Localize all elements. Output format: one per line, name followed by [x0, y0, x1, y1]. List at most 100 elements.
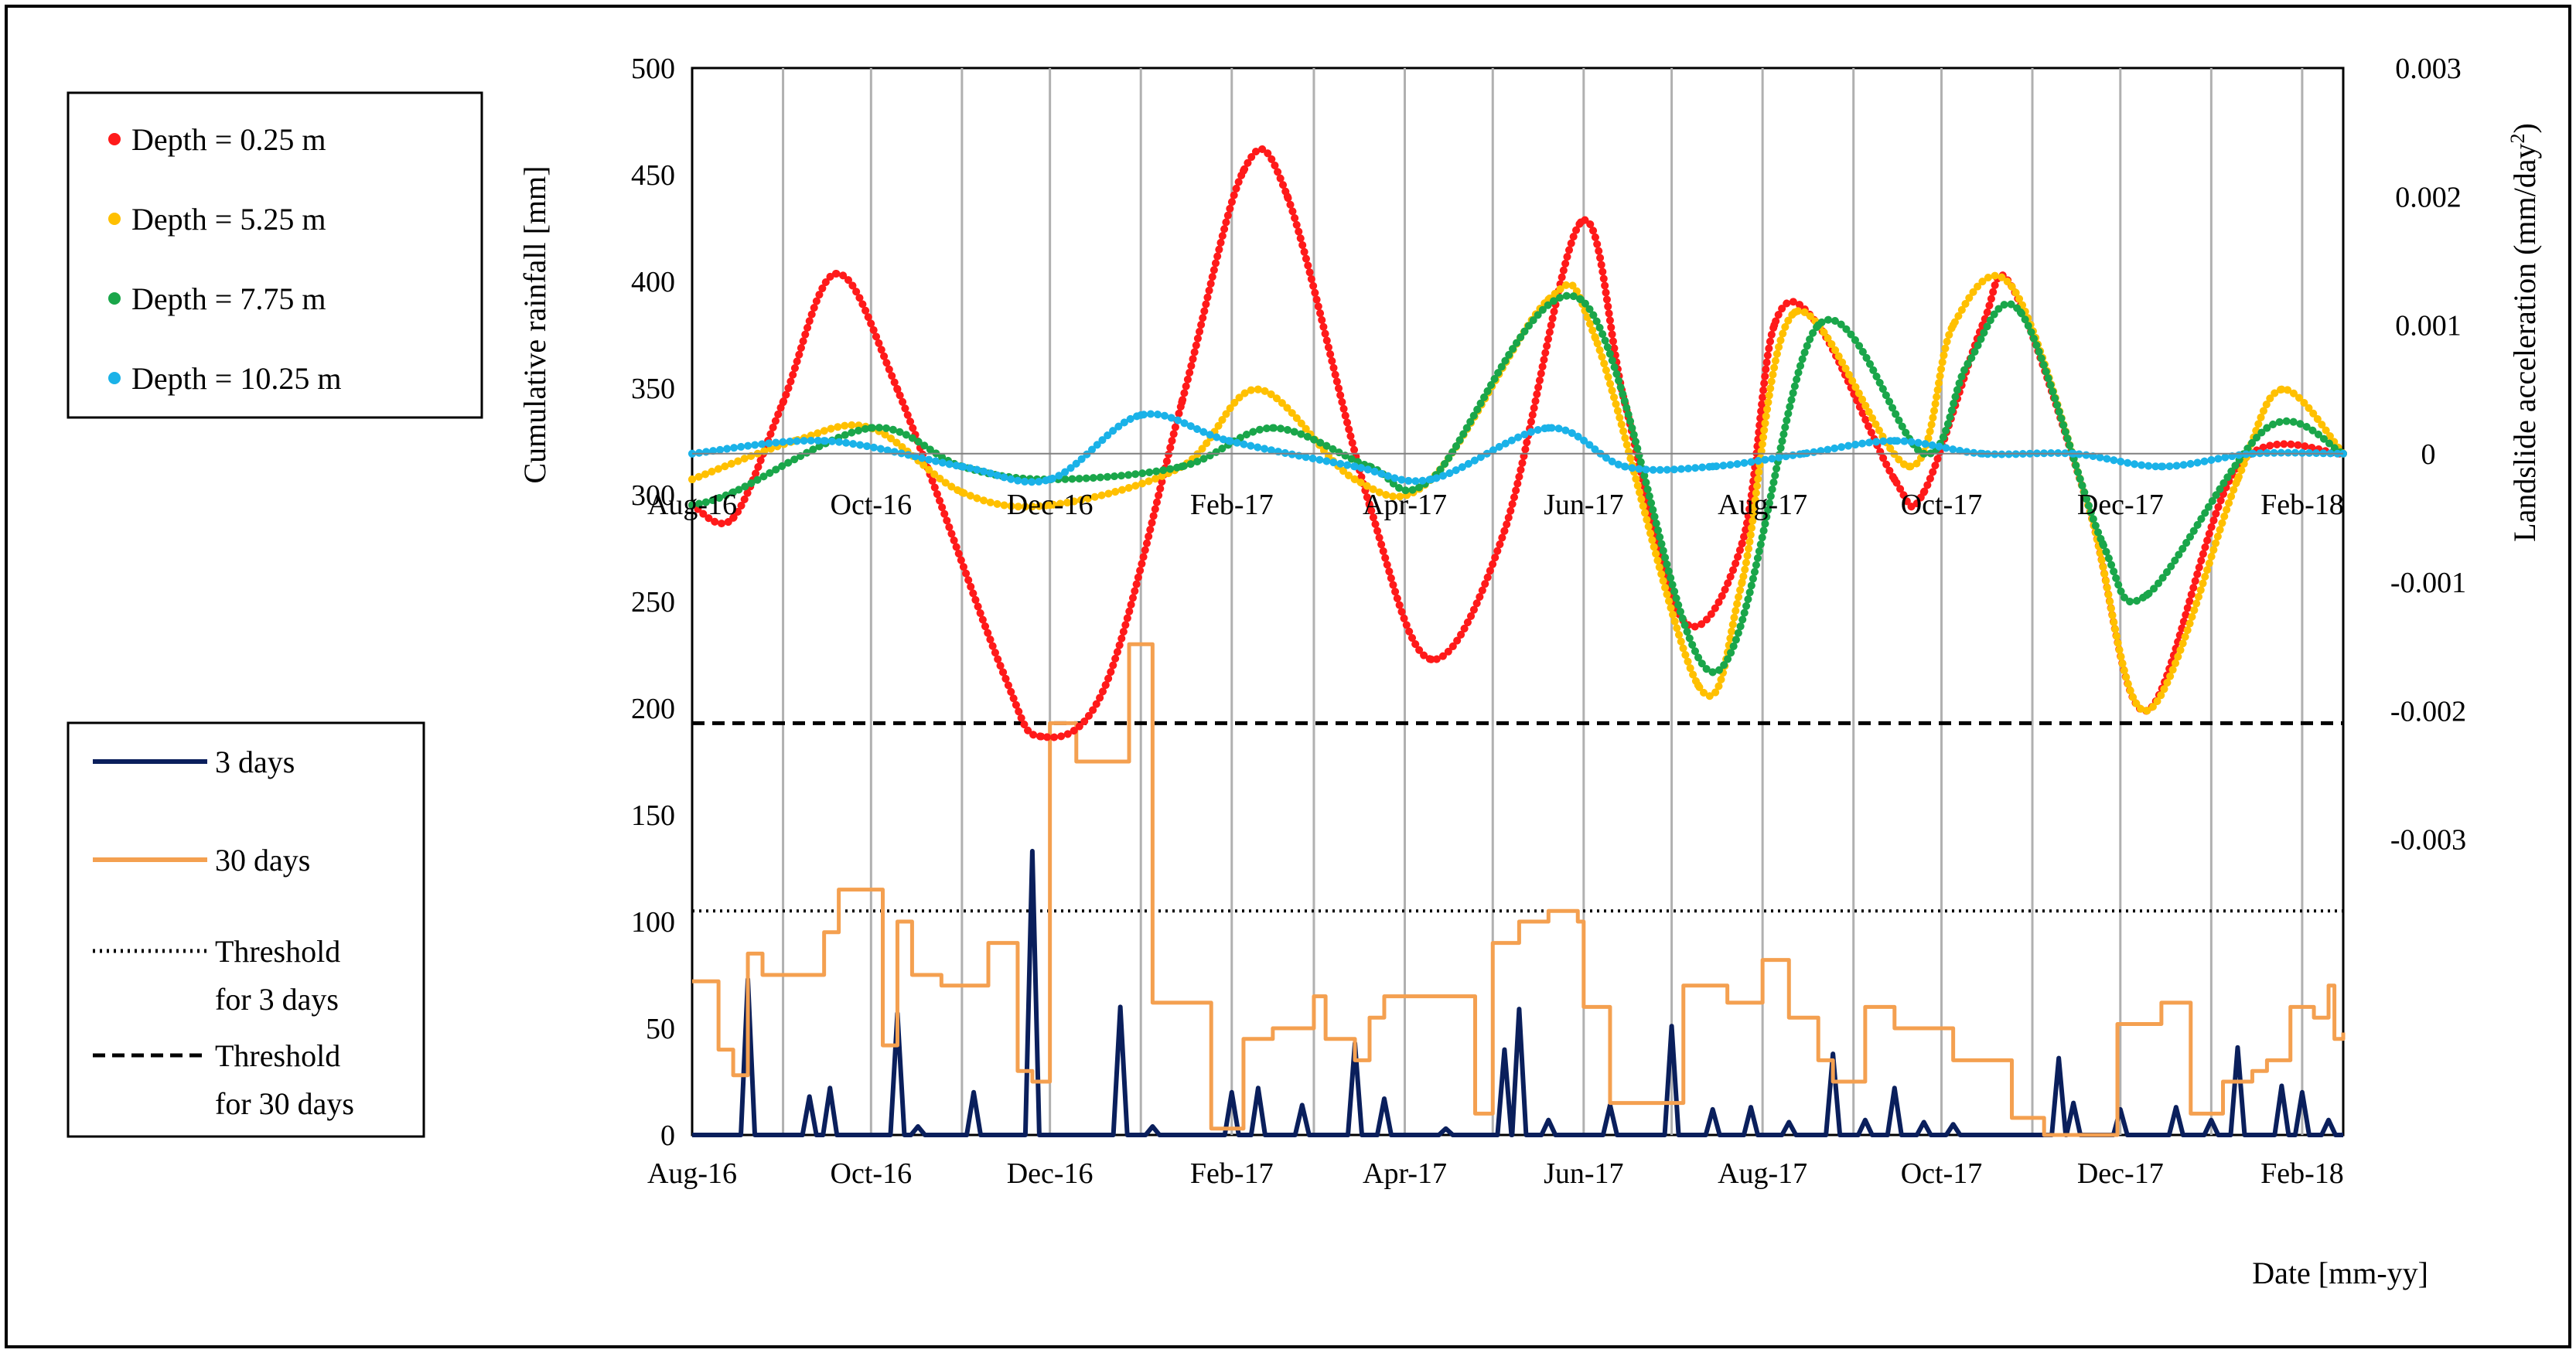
acceleration-point — [1890, 437, 1899, 445]
right-axis-title: Landslide acceleration (mm/day2) — [2506, 123, 2543, 542]
legend-marker-depth — [108, 133, 121, 145]
acceleration-point — [2008, 282, 2016, 291]
acceleration-point — [1254, 385, 1262, 394]
acceleration-point — [1770, 321, 1779, 329]
legend-label-rainfall: for 30 days — [215, 1086, 354, 1121]
acceleration-point — [1283, 193, 1291, 201]
left-axis-tick-label: 400 — [631, 266, 675, 298]
right-axis-tick-label: 0.003 — [2395, 53, 2462, 85]
x-axis-tick-label-mid: Oct-17 — [1901, 489, 1983, 521]
legend-marker-depth — [108, 372, 121, 384]
x-axis-tick-label-bottom: Oct-16 — [831, 1157, 913, 1190]
acceleration-point — [2277, 385, 2286, 394]
acceleration-point — [1964, 360, 1972, 368]
acceleration-point — [957, 462, 966, 471]
acceleration-point — [1919, 488, 1928, 496]
acceleration-point — [1178, 398, 1186, 407]
vertical-gridlines — [782, 68, 2304, 1135]
acceleration-point — [688, 475, 696, 484]
acceleration-point — [1790, 308, 1799, 316]
rainfall-series — [692, 642, 2346, 1137]
acceleration-point — [1239, 167, 1247, 176]
x-axis-tick-label-bottom: Dec-17 — [2077, 1157, 2164, 1190]
acceleration-point — [1427, 475, 1435, 484]
acceleration-series-0 — [688, 145, 2347, 741]
right-axis-tick-label: -0.002 — [2390, 695, 2466, 728]
legend-label-depth: Depth = 10.25 m — [131, 361, 341, 396]
x-axis-tick-label-mid: Aug-17 — [1718, 489, 1807, 521]
acceleration-point — [893, 385, 902, 394]
acceleration-point — [2142, 707, 2151, 715]
x-axis-tick-label-mid: Feb-18 — [2260, 489, 2344, 521]
acceleration-point — [1351, 475, 1360, 484]
acceleration-point — [1101, 681, 1110, 690]
acceleration-point — [1137, 411, 1145, 419]
acceleration-point — [1178, 462, 1186, 471]
legend-label-depth: Depth = 5.25 m — [131, 202, 326, 237]
x-axis-tick-label-bottom: Aug-16 — [647, 1157, 737, 1190]
acceleration-point — [1890, 475, 1899, 484]
acceleration-point — [1365, 501, 1373, 510]
acceleration-point — [820, 437, 828, 445]
acceleration-point — [831, 270, 840, 278]
acceleration-point — [867, 424, 875, 432]
legend-label-rainfall: 30 days — [215, 843, 310, 878]
acceleration-point — [998, 668, 1007, 676]
threshold-lines — [692, 721, 2343, 913]
legend-label-rainfall: 3 days — [215, 745, 295, 779]
acceleration-point — [729, 513, 738, 522]
acceleration-point — [1577, 295, 1585, 304]
legend-label-depth: Depth = 0.25 m — [131, 122, 326, 157]
x-axis-tick-label-bottom: Aug-17 — [1718, 1157, 1807, 1190]
right-axis-tick-label: -0.001 — [2390, 567, 2466, 599]
legend-marker-depth — [108, 292, 121, 305]
x-axis-tick-label-bottom: Apr-17 — [1363, 1157, 1447, 1190]
acceleration-series-1 — [688, 271, 2347, 715]
x-axis-tick-label-mid: Dec-16 — [1007, 489, 1094, 521]
x-axis-tick-label-mid: Apr-17 — [1363, 489, 1447, 521]
x-axis-tick-label-bottom: Feb-18 — [2260, 1157, 2344, 1190]
acceleration-point — [2099, 540, 2107, 548]
left-axis-tick-label: 300 — [631, 479, 675, 512]
acceleration-series-3 — [688, 410, 2347, 486]
acceleration-point — [1949, 321, 1957, 329]
x-axis-tick-label-bottom: Feb-17 — [1190, 1157, 1274, 1190]
x-axis-tick-labels-mid: Aug-16 Oct-16 Dec-16 Feb-17 Apr-17 Jun-17 Aug-… — [647, 489, 2344, 521]
acceleration-point — [1046, 501, 1054, 510]
acceleration-point — [957, 488, 966, 496]
legend-label-rainfall: Threshold — [215, 1038, 340, 1073]
legend-marker-depth — [108, 213, 121, 225]
acceleration-point — [1738, 540, 1746, 548]
acceleration-series — [688, 145, 2347, 741]
acceleration-point — [729, 488, 738, 496]
acceleration-point — [688, 501, 696, 510]
acceleration-point — [779, 398, 787, 407]
x-axis-tick-label-bottom: Dec-16 — [1007, 1157, 1094, 1190]
acceleration-point — [1224, 437, 1233, 445]
right-axis-tick-label: -0.003 — [2390, 824, 2466, 857]
left-axis-tick-label: 350 — [631, 373, 675, 405]
x-axis-tick-label-mid: Dec-17 — [2077, 489, 2164, 521]
x-axis-tick-label-mid: Feb-17 — [1190, 489, 1274, 521]
acceleration-point — [1708, 668, 1717, 676]
acceleration-point — [1591, 334, 1599, 343]
rain-30-days-line — [692, 642, 2346, 1137]
acceleration-point — [1620, 462, 1629, 471]
acceleration-point — [2142, 591, 2151, 599]
legend-label-depth: Depth = 7.75 m — [131, 281, 326, 316]
left-axis-tick-label: 0 — [660, 1120, 675, 1152]
plot-border — [691, 66, 2345, 1137]
acceleration-point — [1268, 424, 1277, 432]
right-axis-tick-label: 0.002 — [2395, 181, 2462, 213]
acceleration-point — [2263, 424, 2271, 432]
left-axis-tick-label: 50 — [646, 1013, 675, 1045]
left-axis-title: Cumulative rainfall [mm] — [517, 166, 552, 484]
x-axis-tick-label-bottom: Oct-17 — [1901, 1157, 1983, 1190]
rain-3-days-line — [692, 848, 2343, 1137]
left-axis-tick-label: 500 — [631, 53, 675, 85]
acceleration-point — [1577, 218, 1585, 227]
left-axis-ticks: 0 50 100 150 200 250 300 350 400 450 500 — [631, 53, 675, 1152]
x-axis-tick-label-mid: Aug-16 — [647, 489, 737, 521]
acceleration-point — [1351, 462, 1360, 471]
